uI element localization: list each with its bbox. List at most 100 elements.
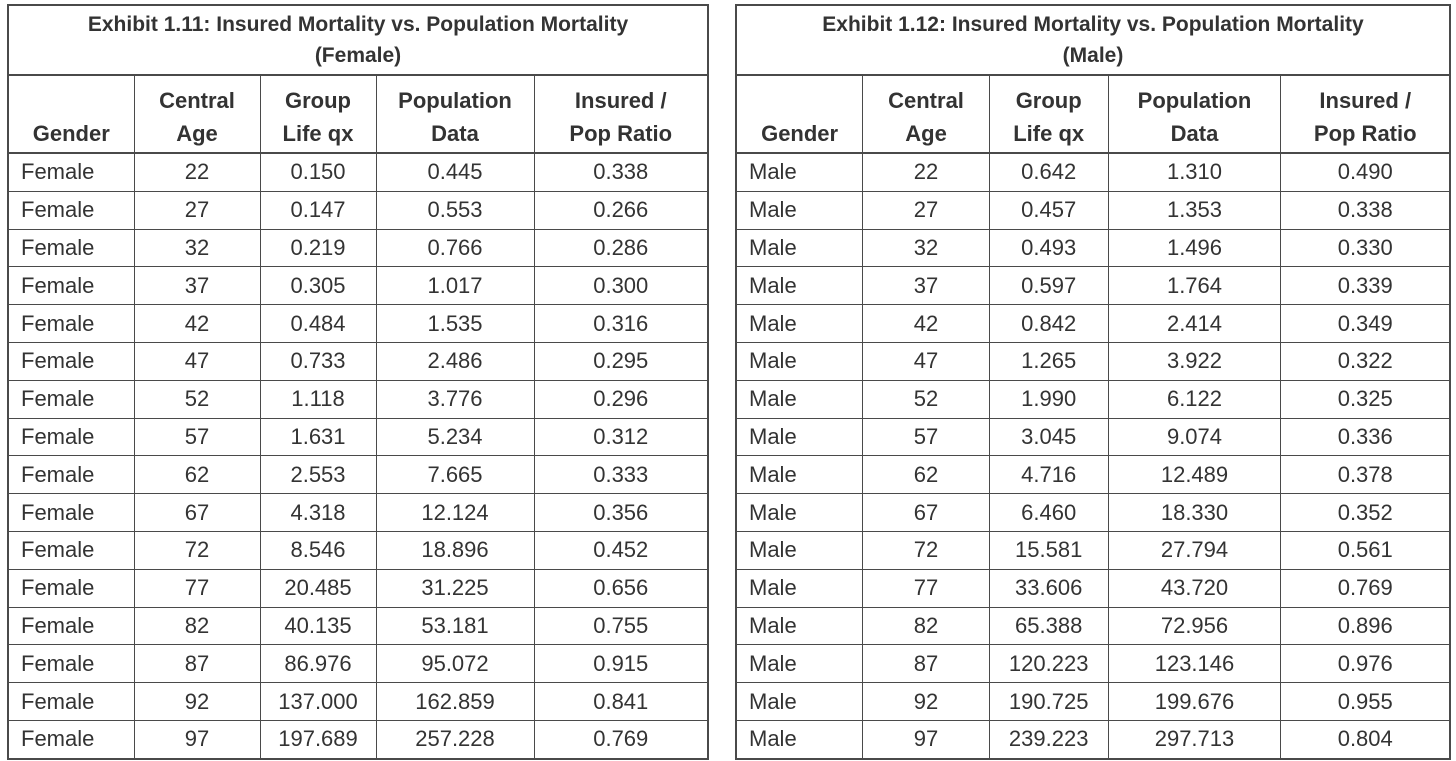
table-row: Female 32 0.219 0.766 0.286 [7,228,709,268]
column-header-insured-pop-ratio: Insured / Pop Ratio [1280,74,1451,154]
gender-cell: Female [7,379,135,419]
column-header-row: Gender Central Age Group Life qx Populatio… [7,74,709,154]
group-life-qx-cell: 0.493 [988,228,1109,268]
gender-cell: Male [735,530,864,570]
table-row: Male 37 0.597 1.764 0.339 [735,266,1451,306]
column-header-population-data: Population Data [1107,74,1282,154]
female-mortality-table: Exhibit 1.11: Insured Mortality vs. Popu… [7,4,709,760]
central-age-cell: 42 [133,304,261,343]
table-row: Male 62 4.716 12.489 0.378 [735,455,1451,495]
gender-cell: Female [7,228,135,268]
group-life-qx-cell: 137.000 [259,682,377,721]
column-header-row: Gender Central Age Group Life qx Populatio… [735,74,1451,154]
table-row: Female 42 0.484 1.535 0.316 [7,304,709,343]
insured-pop-ratio-cell: 0.915 [533,644,709,684]
insured-pop-ratio-cell: 0.356 [533,493,709,532]
group-life-qx-cell: 40.135 [259,606,377,646]
central-age-cell: 47 [133,341,261,381]
male-mortality-table: Exhibit 1.12: Insured Mortality vs. Popu… [735,4,1451,760]
population-data-cell: 72.956 [1107,606,1282,646]
insured-pop-ratio-cell: 0.339 [1280,266,1451,306]
central-age-cell: 62 [862,455,990,495]
column-header-population-data: Population Data [375,74,535,154]
population-data-cell: 6.122 [1107,379,1282,419]
central-age-cell: 82 [133,606,261,646]
column-header-central-age: Central Age [133,74,261,154]
table-row: Female 77 20.485 31.225 0.656 [7,568,709,608]
insured-pop-ratio-cell: 0.349 [1280,304,1451,343]
population-data-cell: 199.676 [1107,682,1282,721]
population-data-cell: 9.074 [1107,417,1282,457]
population-data-cell: 12.489 [1107,455,1282,495]
gender-cell: Male [735,493,864,532]
group-life-qx-cell: 0.733 [259,341,377,381]
central-age-cell: 67 [862,493,990,532]
central-age-cell: 77 [862,568,990,608]
central-age-cell: 97 [133,719,261,760]
group-life-qx-cell: 33.606 [988,568,1109,608]
population-data-cell: 27.794 [1107,530,1282,570]
population-data-cell: 0.553 [375,190,535,230]
table-title-line2: (Male) [1062,44,1124,67]
table-row: Female 72 8.546 18.896 0.452 [7,530,709,570]
gender-cell: Female [7,341,135,381]
central-age-cell: 72 [133,530,261,570]
central-age-cell: 77 [133,568,261,608]
gender-cell: Male [735,190,864,230]
group-life-qx-cell: 0.147 [259,190,377,230]
insured-pop-ratio-cell: 0.322 [1280,341,1451,381]
population-data-cell: 2.414 [1107,304,1282,343]
group-life-qx-cell: 0.642 [988,152,1109,192]
population-data-cell: 3.776 [375,379,535,419]
central-age-cell: 57 [133,417,261,457]
group-life-qx-cell: 86.976 [259,644,377,684]
table-row: Female 92 137.000 162.859 0.841 [7,682,709,721]
population-data-cell: 18.896 [375,530,535,570]
central-age-cell: 22 [133,152,261,192]
gender-cell: Male [735,719,864,760]
table-row: Male 57 3.045 9.074 0.336 [735,417,1451,457]
central-age-cell: 92 [133,682,261,721]
table-row: Female 37 0.305 1.017 0.300 [7,266,709,306]
table-title-line1: Exhibit 1.12: Insured Mortality vs. Popu… [822,13,1364,36]
table-row: Female 62 2.553 7.665 0.333 [7,455,709,495]
insured-pop-ratio-cell: 0.286 [533,228,709,268]
central-age-cell: 87 [862,644,990,684]
insured-pop-ratio-cell: 0.325 [1280,379,1451,419]
insured-pop-ratio-cell: 0.452 [533,530,709,570]
group-life-qx-cell: 6.460 [988,493,1109,532]
group-life-qx-cell: 8.546 [259,530,377,570]
group-life-qx-cell: 2.553 [259,455,377,495]
table-title: Exhibit 1.12: Insured Mortality vs. Popu… [735,4,1451,76]
group-life-qx-cell: 1.631 [259,417,377,457]
central-age-cell: 47 [862,341,990,381]
table-row: Female 52 1.118 3.776 0.296 [7,379,709,419]
table-row: Male 87 120.223 123.146 0.976 [735,644,1451,684]
population-data-cell: 12.124 [375,493,535,532]
central-age-cell: 42 [862,304,990,343]
population-data-cell: 7.665 [375,455,535,495]
gender-cell: Female [7,606,135,646]
group-life-qx-cell: 0.484 [259,304,377,343]
central-age-cell: 57 [862,417,990,457]
population-data-cell: 0.766 [375,228,535,268]
central-age-cell: 22 [862,152,990,192]
central-age-cell: 72 [862,530,990,570]
gender-cell: Male [735,266,864,306]
population-data-cell: 297.713 [1107,719,1282,760]
gender-cell: Male [735,379,864,419]
population-data-cell: 18.330 [1107,493,1282,532]
table-row: Male 32 0.493 1.496 0.330 [735,228,1451,268]
central-age-cell: 87 [133,644,261,684]
gender-cell: Male [735,341,864,381]
group-life-qx-cell: 0.150 [259,152,377,192]
table-body: Male 22 0.642 1.310 0.490 Male 27 0.457 1.353 0.3… [735,152,1451,760]
table-row: Male 52 1.990 6.122 0.325 [735,379,1451,419]
insured-pop-ratio-cell: 0.769 [533,719,709,760]
insured-pop-ratio-cell: 0.755 [533,606,709,646]
insured-pop-ratio-cell: 0.896 [1280,606,1451,646]
gender-cell: Female [7,417,135,457]
gender-cell: Male [735,304,864,343]
insured-pop-ratio-cell: 0.266 [533,190,709,230]
population-data-cell: 5.234 [375,417,535,457]
